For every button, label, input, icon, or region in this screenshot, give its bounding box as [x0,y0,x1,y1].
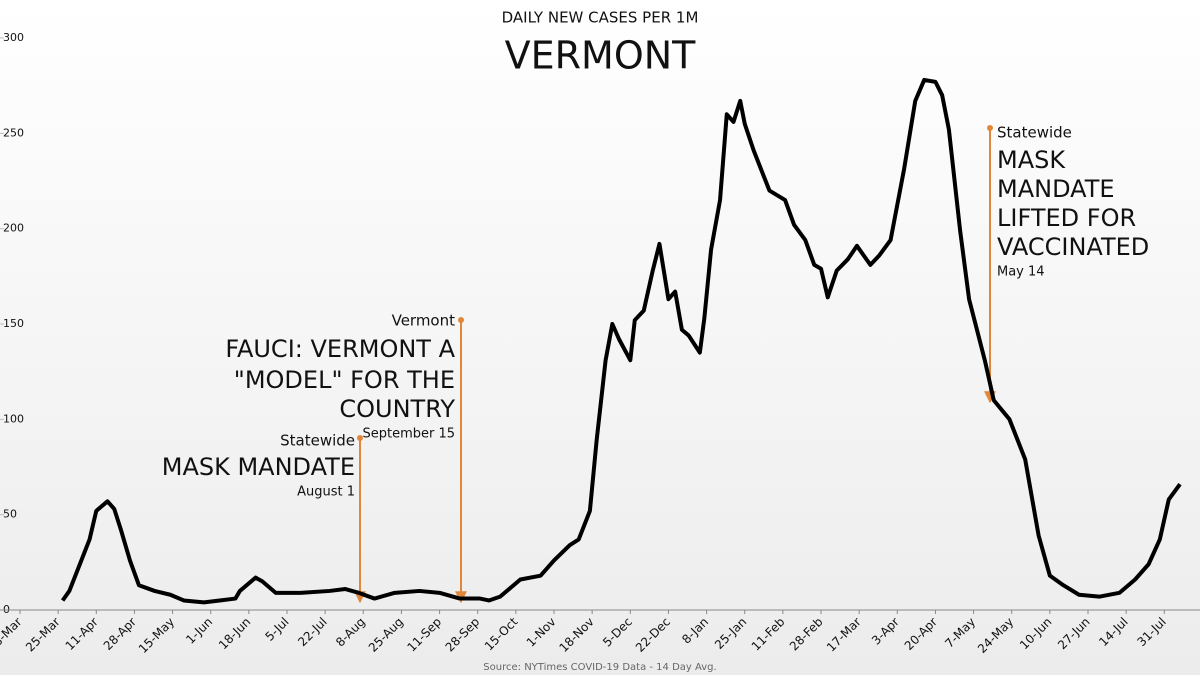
annotation-label: Statewide [997,124,1072,142]
annotation-dot [357,435,363,441]
source: Source: NYTimes COVID-19 Data - 14 Day A… [483,662,716,673]
annotation-text: MASK MANDATE [162,453,355,481]
y-tick-label: 300 [3,31,24,44]
annotation-label: Statewide [280,432,355,450]
annotation: Statewide MASK MANDATE August 1 [162,432,366,604]
y-tick-label: 50 [3,508,17,521]
annotation-text: MASK [997,146,1066,174]
annotation-date: September 15 [362,427,455,442]
chart-subtitle: DAILY NEW CASES PER 1M [502,9,699,27]
y-tick-label: 250 [3,126,24,139]
y-tick-label: 200 [3,222,24,235]
annotation-text: VACCINATED [997,233,1149,261]
chart-title: VERMONT [505,34,697,78]
annotation-dot [987,125,993,131]
line [60,77,1182,605]
annotation-dot [458,317,464,323]
annotation-text: FAUCI: VERMONT A [225,335,455,363]
annotation-text: COUNTRY [339,395,455,423]
annotation-text: "MODEL" FOR THE [234,366,455,394]
annotation: Vermont FAUCI: VERMONT A "MODEL" FOR THE… [225,312,467,604]
y-tick-label: 100 [3,412,24,425]
y-tick-label: 150 [3,317,24,330]
annotation-date: May 14 [997,265,1045,280]
annotation-text: MANDATE [997,175,1115,203]
annotation-label: Vermont [392,312,456,330]
annotation-text: LIFTED FOR [997,204,1136,232]
annotation: Statewide MASK MANDATE LIFTED FOR VACCIN… [984,124,1149,404]
annotation-date: August 1 [297,485,355,500]
